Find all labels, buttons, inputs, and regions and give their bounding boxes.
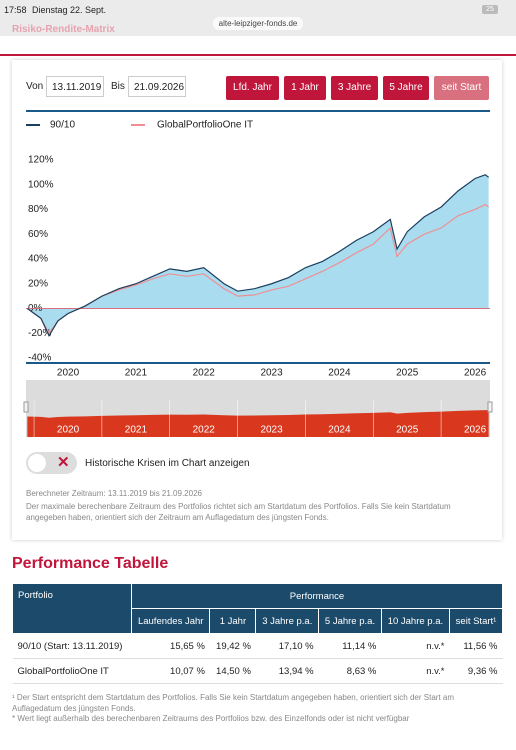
x-tick-label: 2020 bbox=[57, 368, 80, 379]
rule bbox=[26, 110, 490, 112]
table-cell: 11,14 % bbox=[318, 633, 382, 659]
subheader-cell: Laufendes Jahr bbox=[130, 608, 211, 634]
to-label: Bis bbox=[111, 81, 125, 92]
footnote: * Wert liegt außerhalb des berechenbaren… bbox=[12, 714, 410, 723]
x-tick-label: 2023 bbox=[260, 368, 283, 379]
chart: 90/10 GlobalPortfolioOne IT-40%-20%0%20%4… bbox=[23, 120, 493, 437]
table-cell: n.v.* bbox=[381, 658, 450, 684]
x-tick-label: 2025 bbox=[396, 368, 419, 379]
divider bbox=[0, 54, 516, 56]
table-cell: 13,94 % bbox=[255, 658, 319, 684]
to-date[interactable]: 21.09.2026 bbox=[128, 76, 186, 97]
navigator-handle[interactable] bbox=[23, 401, 29, 413]
y-tick-label: 100% bbox=[28, 179, 54, 190]
subheader-cell: 10 Jahre p.a. bbox=[380, 608, 451, 634]
navigator-tick-label: 2021 bbox=[125, 425, 148, 436]
y-tick-label: 120% bbox=[28, 155, 54, 166]
navigator-handle[interactable] bbox=[487, 401, 493, 413]
header-cell: Portfolio bbox=[12, 583, 132, 634]
navigator-tick-label: 2025 bbox=[396, 425, 419, 436]
clock: 17:58 bbox=[4, 5, 27, 15]
x-tick-label: 2021 bbox=[125, 368, 148, 379]
note: Der maximale berechenbare Zeitraum des P… bbox=[26, 502, 451, 522]
navigator-tick-label: 2026 bbox=[464, 425, 487, 436]
table-cell: 10,07 % bbox=[131, 658, 210, 684]
legend-label: GlobalPortfolioOne IT bbox=[157, 120, 253, 131]
subheader-cell: 5 Jahre p.a. bbox=[318, 608, 382, 634]
navigator-tick-label: 2024 bbox=[328, 425, 351, 436]
from-date[interactable]: 13.11.2019 bbox=[46, 76, 104, 97]
area bbox=[27, 174, 489, 336]
range-button[interactable]: 5 Jahre bbox=[383, 76, 429, 100]
url-bar[interactable]: alte-leipziger-fonds.de bbox=[213, 17, 303, 30]
y-tick-label: 60% bbox=[28, 229, 48, 240]
range-button-active[interactable]: seit Start bbox=[434, 76, 489, 100]
table-cell: 8,63 % bbox=[318, 658, 382, 684]
table-cell: 14,50 % bbox=[209, 658, 256, 684]
performance-table: Portfolio Performance Laufendes Jahr 1 Ja… bbox=[12, 583, 503, 684]
table-cell: 90/10 (Start: 13.11.2019) bbox=[12, 633, 132, 659]
y-tick-label: 80% bbox=[28, 204, 48, 215]
y-tick-label: -20% bbox=[28, 328, 51, 339]
y-tick-label: -40% bbox=[28, 353, 51, 364]
y-tick-label: 40% bbox=[28, 254, 48, 265]
x-tick-label: 2022 bbox=[193, 368, 216, 379]
navigator-tick-label: 2022 bbox=[193, 425, 216, 436]
toggle-label: Historische Krisen im Chart anzeigen bbox=[85, 458, 250, 469]
toggle[interactable]: ✕ bbox=[26, 452, 77, 474]
subheader-cell: 1 Jahr bbox=[209, 608, 257, 634]
footnote: ¹ Der Start entspricht dem Startdatum de… bbox=[12, 693, 454, 713]
series-line bbox=[27, 174, 489, 338]
table-title: Performance Tabelle bbox=[12, 555, 169, 572]
note: Berechneter Zeitraum: 13.11.2019 bis 21.… bbox=[26, 489, 202, 498]
navigator-tick-label: 2020 bbox=[57, 425, 80, 436]
range-button[interactable]: Lfd. Jahr bbox=[226, 76, 279, 100]
table-cell: 17,10 % bbox=[255, 633, 319, 659]
table-cell: 11,56 % bbox=[449, 633, 503, 659]
section-title: Risiko-Rendite-Matrix bbox=[12, 24, 115, 35]
from-label: Von bbox=[26, 81, 44, 92]
range-button[interactable]: 3 Jahre bbox=[331, 76, 378, 100]
table-cell: GlobalPortfolioOne IT bbox=[12, 658, 132, 684]
range-button[interactable]: 1 Jahr bbox=[284, 76, 326, 100]
legend-label: 90/10 bbox=[50, 120, 75, 131]
battery: 25 bbox=[482, 5, 498, 14]
subheader-cell: seit Start¹ bbox=[449, 608, 503, 634]
table-cell: n.v.* bbox=[381, 633, 450, 659]
table-cell: 19,42 % bbox=[209, 633, 256, 659]
x-tick-label: 2024 bbox=[328, 368, 351, 379]
navigator-tick-label: 2023 bbox=[260, 425, 283, 436]
table-cell: 15,65 % bbox=[131, 633, 210, 659]
header-cell: Performance bbox=[131, 583, 503, 609]
table-cell: 9,36 % bbox=[449, 658, 503, 684]
x-tick-label: 2026 bbox=[464, 368, 487, 379]
subheader-cell: 3 Jahre p.a. bbox=[255, 608, 320, 634]
y-tick-label: 20% bbox=[28, 278, 48, 289]
date: Dienstag 22. Sept. bbox=[32, 5, 107, 15]
